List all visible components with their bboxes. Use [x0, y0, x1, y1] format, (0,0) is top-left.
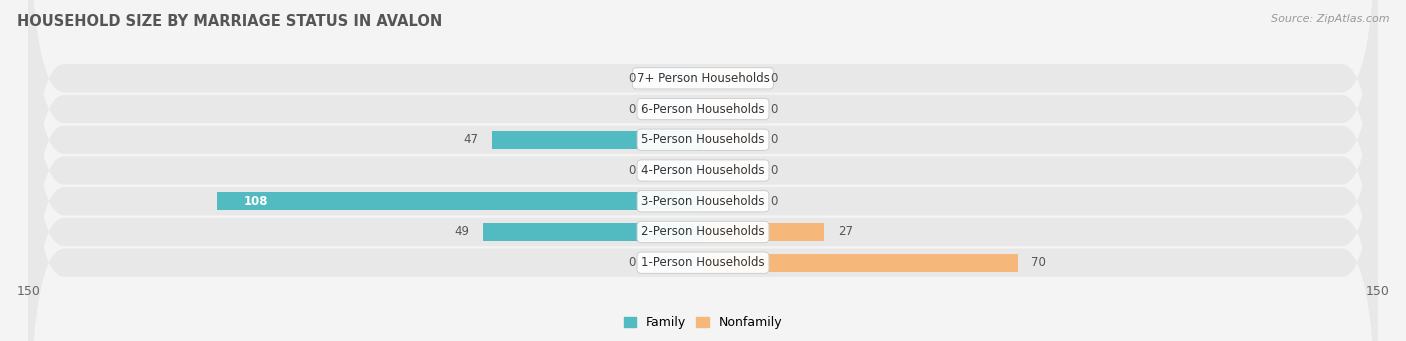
Text: 0: 0 [628, 256, 636, 269]
Text: 0: 0 [628, 164, 636, 177]
Bar [703, 131, 756, 149]
Text: 4-Person Households: 4-Person Households [641, 164, 765, 177]
FancyBboxPatch shape [28, 31, 1378, 341]
Bar [703, 192, 756, 210]
Bar [650, 100, 703, 118]
FancyBboxPatch shape [28, 0, 1378, 310]
Text: HOUSEHOLD SIZE BY MARRIAGE STATUS IN AVALON: HOUSEHOLD SIZE BY MARRIAGE STATUS IN AVA… [17, 14, 441, 29]
Bar [703, 223, 824, 241]
Text: 47: 47 [463, 133, 478, 146]
Bar [217, 192, 703, 210]
FancyBboxPatch shape [28, 0, 1378, 341]
Bar [703, 100, 756, 118]
Text: 0: 0 [770, 195, 778, 208]
FancyBboxPatch shape [28, 0, 1378, 341]
Bar [650, 69, 703, 87]
Bar [492, 131, 703, 149]
Text: 0: 0 [628, 72, 636, 85]
Text: Source: ZipAtlas.com: Source: ZipAtlas.com [1271, 14, 1389, 24]
FancyBboxPatch shape [28, 0, 1378, 341]
Bar [703, 69, 756, 87]
FancyBboxPatch shape [28, 0, 1378, 341]
Bar [650, 162, 703, 179]
Text: 70: 70 [1032, 256, 1046, 269]
Text: 0: 0 [770, 103, 778, 116]
Text: 27: 27 [838, 225, 853, 238]
Text: 3-Person Households: 3-Person Households [641, 195, 765, 208]
Text: 0: 0 [770, 133, 778, 146]
Text: 7+ Person Households: 7+ Person Households [637, 72, 769, 85]
Text: 49: 49 [454, 225, 470, 238]
Bar [650, 254, 703, 272]
Legend: Family, Nonfamily: Family, Nonfamily [619, 311, 787, 335]
Bar [703, 254, 1018, 272]
Text: 0: 0 [770, 164, 778, 177]
Text: 0: 0 [770, 72, 778, 85]
Text: 5-Person Households: 5-Person Households [641, 133, 765, 146]
Text: 2-Person Households: 2-Person Households [641, 225, 765, 238]
FancyBboxPatch shape [28, 0, 1378, 341]
Text: 108: 108 [245, 195, 269, 208]
Text: 1-Person Households: 1-Person Households [641, 256, 765, 269]
Bar [703, 162, 756, 179]
Bar [482, 223, 703, 241]
Text: 0: 0 [628, 103, 636, 116]
Text: 6-Person Households: 6-Person Households [641, 103, 765, 116]
